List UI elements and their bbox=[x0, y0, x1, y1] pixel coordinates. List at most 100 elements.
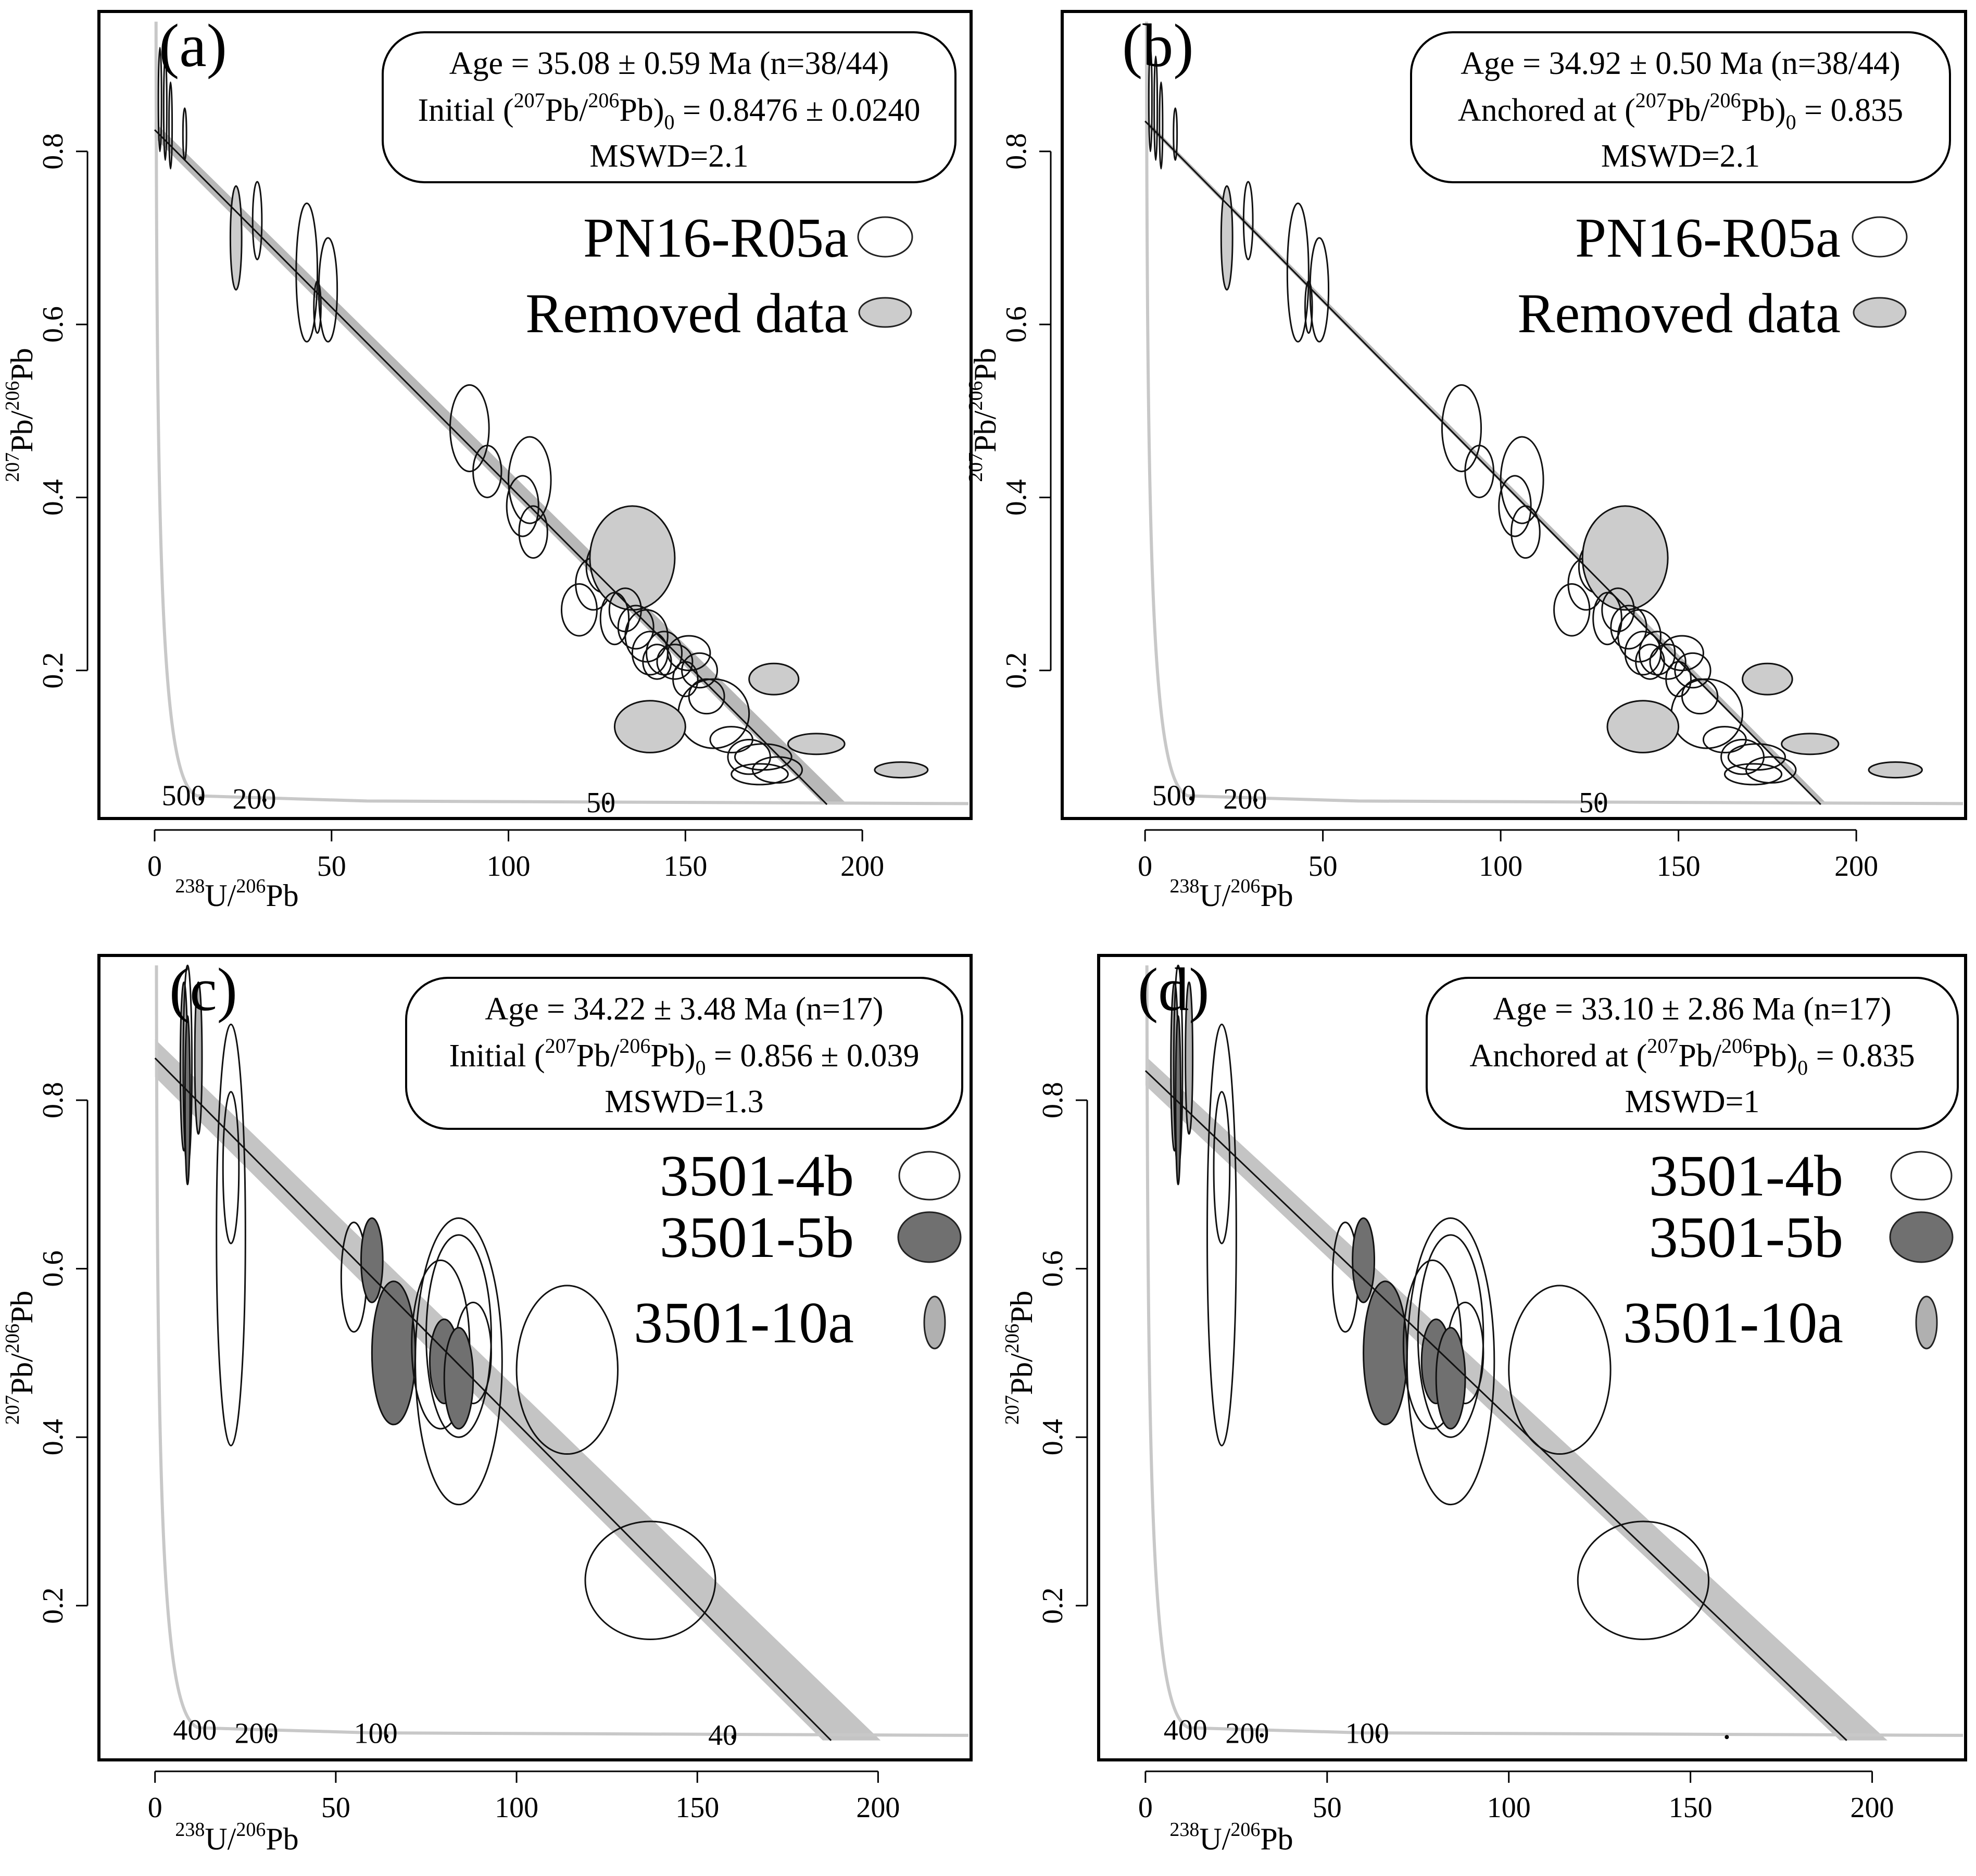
plot-area: 400 200 100 bbox=[1144, 964, 1964, 1750]
data-ellipse bbox=[1304, 280, 1313, 334]
y-tick-label: 0.6 bbox=[37, 1251, 69, 1287]
data-ellipse bbox=[449, 384, 490, 472]
regression-band bbox=[155, 1039, 881, 1741]
data-ellipse bbox=[617, 605, 655, 650]
y-tick-label: 0.6 bbox=[37, 306, 69, 343]
data-ellipse bbox=[371, 1280, 417, 1426]
data-ellipse bbox=[624, 609, 669, 663]
data-ellipse bbox=[1206, 1023, 1237, 1446]
concordia-age-label: 100 bbox=[1345, 1718, 1389, 1750]
data-ellipse bbox=[518, 505, 548, 559]
concordia-tick bbox=[731, 1735, 736, 1740]
data-ellipse bbox=[748, 662, 800, 696]
plot-frame bbox=[97, 10, 973, 820]
data-ellipse bbox=[472, 445, 502, 498]
y-tick-label: 0.4 bbox=[37, 1419, 69, 1455]
concordia-age-label: 500 bbox=[162, 779, 206, 812]
legend-symbol bbox=[897, 1211, 962, 1263]
x-tick-label: 50 bbox=[1313, 1792, 1342, 1824]
concordia-age-label: 40 bbox=[708, 1719, 737, 1752]
x-tick-label: 50 bbox=[1308, 850, 1338, 883]
x-tick-label: 150 bbox=[1657, 850, 1701, 883]
data-ellipse bbox=[656, 644, 694, 680]
data-ellipse bbox=[560, 583, 598, 637]
data-ellipse bbox=[1606, 700, 1680, 753]
initial-ratio-text: Anchored at (207Pb/206Pb)0 = 0.835 bbox=[1458, 89, 1903, 134]
data-ellipse bbox=[1173, 107, 1178, 161]
y-tick-label: 0.2 bbox=[1037, 1588, 1069, 1624]
x-tick-label: 150 bbox=[1669, 1792, 1713, 1824]
x-tick-label: 150 bbox=[675, 1792, 719, 1824]
concordia-age-label: 200 bbox=[232, 783, 276, 815]
data-ellipse bbox=[229, 185, 243, 291]
data-ellipse bbox=[1185, 981, 1194, 1135]
data-ellipse bbox=[182, 107, 187, 161]
data-ellipse bbox=[168, 81, 173, 170]
y-axis-label: 207Pb/206Pb bbox=[2, 1291, 39, 1425]
y-tick-label: 0.8 bbox=[1000, 133, 1033, 170]
mswd-text: MSWD=2.1 bbox=[589, 139, 748, 174]
info-box bbox=[382, 31, 956, 183]
concordia-age-label: 500 bbox=[1152, 779, 1196, 812]
data-ellipse bbox=[731, 763, 789, 786]
data-ellipse bbox=[251, 181, 263, 260]
legend-label: Removed data bbox=[1517, 283, 1841, 345]
data-ellipse bbox=[681, 652, 719, 689]
plot-frame bbox=[97, 954, 973, 1761]
data-ellipse bbox=[1286, 202, 1310, 343]
data-ellipse bbox=[1781, 733, 1840, 756]
data-ellipse bbox=[1435, 1327, 1466, 1430]
data-ellipse bbox=[313, 280, 322, 334]
mswd-text: MSWD=1.3 bbox=[605, 1084, 763, 1119]
concordia-age-label: 200 bbox=[1223, 783, 1267, 815]
data-ellipse bbox=[1592, 591, 1622, 646]
concordia-age-label: 50 bbox=[586, 787, 615, 819]
data-ellipse bbox=[1213, 1091, 1231, 1244]
concordia-tick bbox=[605, 800, 610, 805]
panel-label: (b) bbox=[1122, 11, 1194, 80]
age-text: Age = 34.92 ± 0.50 Ma (n=38/44) bbox=[1461, 46, 1900, 81]
y-axis-label: 207Pb/206Pb bbox=[965, 348, 1002, 482]
y-axis-label: 207Pb/206Pb bbox=[1001, 1291, 1039, 1425]
data-ellipse bbox=[1464, 445, 1494, 498]
legend-symbol bbox=[857, 216, 913, 258]
data-ellipse bbox=[1417, 1234, 1484, 1438]
legend-symbol bbox=[1890, 1151, 1953, 1201]
x-tick-label: 0 bbox=[148, 1792, 162, 1824]
legend-symbol bbox=[1852, 216, 1908, 258]
plot-area: 500 200 50 bbox=[1144, 21, 1964, 819]
x-tick-label: 50 bbox=[317, 850, 346, 883]
x-tick-label: 200 bbox=[840, 850, 884, 883]
data-ellipse bbox=[1498, 475, 1532, 537]
data-ellipse bbox=[1674, 652, 1711, 689]
data-ellipse bbox=[184, 1015, 191, 1186]
data-ellipse bbox=[787, 733, 846, 756]
x-tick-label: 0 bbox=[1138, 1792, 1153, 1824]
x-tick-label: 0 bbox=[1138, 850, 1152, 883]
x-tick-label: 100 bbox=[1487, 1792, 1531, 1824]
concordia-tick bbox=[268, 1733, 273, 1737]
plot-frame bbox=[1097, 954, 1967, 1761]
legend-label: 3501-10a bbox=[1623, 1291, 1843, 1355]
concordia-age-label: 400 bbox=[1164, 1714, 1207, 1746]
data-ellipse bbox=[666, 635, 711, 672]
info-box bbox=[1426, 977, 1959, 1130]
legend-label: 3501-4b bbox=[660, 1144, 854, 1208]
data-ellipse bbox=[1242, 181, 1254, 260]
data-ellipse bbox=[1665, 661, 1692, 697]
x-tick-label: 200 bbox=[1834, 850, 1878, 883]
regression-band bbox=[1145, 1056, 1887, 1741]
y-tick-label: 0.8 bbox=[1037, 1082, 1069, 1118]
legend-symbol bbox=[858, 297, 912, 328]
data-ellipse bbox=[599, 591, 630, 646]
plot-area: 500 200 50 bbox=[154, 21, 969, 819]
regression-line bbox=[1144, 1070, 1847, 1741]
data-ellipse bbox=[162, 55, 168, 161]
legend-label: 3501-4b bbox=[1649, 1144, 1843, 1208]
x-axis-label: 238U/206Pb bbox=[1169, 1819, 1293, 1856]
data-ellipse bbox=[1148, 46, 1153, 153]
concordia-age-label: 200 bbox=[234, 1718, 278, 1750]
initial-ratio-text: Initial (207Pb/206Pb)0 = 0.856 ± 0.039 bbox=[449, 1034, 919, 1079]
legend-label: PN16-R05a bbox=[1575, 207, 1841, 269]
data-ellipse bbox=[1159, 81, 1164, 170]
